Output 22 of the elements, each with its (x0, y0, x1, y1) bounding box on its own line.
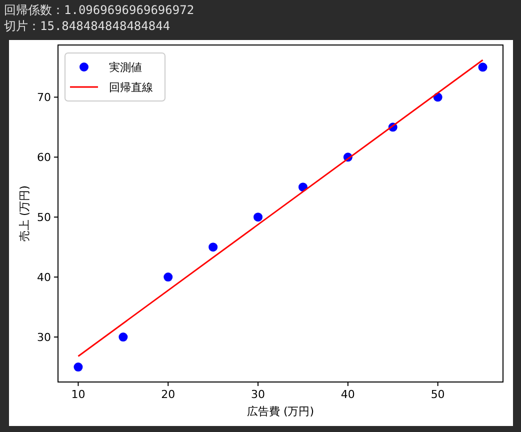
x-tick-label: 30 (251, 388, 266, 401)
point (164, 272, 173, 282)
point (254, 212, 263, 222)
legend-label: 実測値 (109, 61, 142, 74)
point (208, 242, 218, 252)
x-axis-title: 広告費 (万円) (246, 405, 314, 418)
text: 回帰係数：1.0969696969696972 (4, 3, 194, 17)
y-axis-title: 売上 (万円) (18, 185, 31, 242)
text: 切片：15.848484848484844 (4, 19, 170, 33)
y-tick-label: 40 (37, 271, 51, 284)
legend-label: 回帰直線 (109, 81, 153, 94)
point (74, 362, 83, 372)
y-tick-label: 50 (37, 211, 51, 224)
y-tick-label: 60 (37, 151, 51, 164)
y-tick-label: 70 (37, 91, 51, 104)
x-tick-label: 20 (161, 388, 176, 401)
point (478, 62, 488, 72)
y-tick-label: 30 (37, 331, 51, 344)
x-tick-label: 40 (340, 388, 355, 401)
x-tick-label: 10 (71, 388, 86, 401)
x-tick-label: 50 (430, 388, 445, 401)
point (118, 332, 128, 342)
